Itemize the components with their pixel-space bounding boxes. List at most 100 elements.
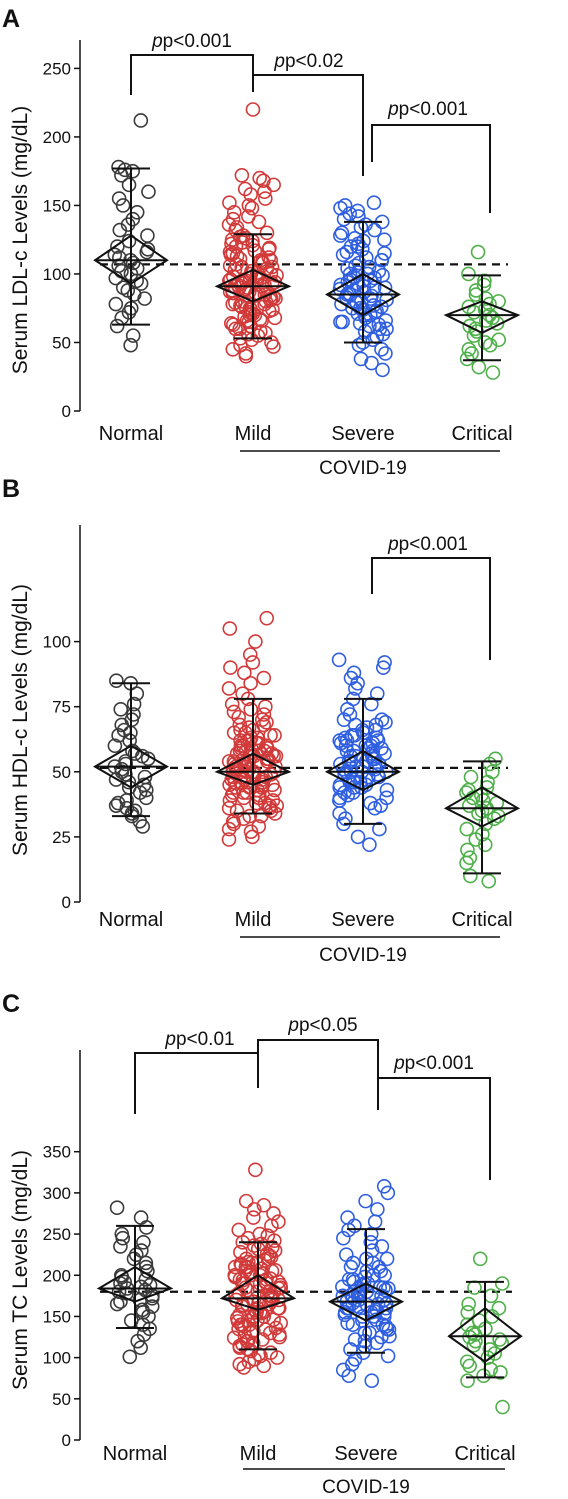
data-point (337, 785, 352, 800)
data-point (273, 1315, 288, 1331)
data-point (256, 173, 271, 189)
data-point (263, 767, 278, 782)
data-point (350, 203, 366, 219)
data-point (253, 270, 269, 286)
data-point (137, 769, 153, 785)
series-severe (324, 652, 402, 853)
series-critical (447, 1251, 523, 1415)
data-point (226, 785, 241, 800)
data-point (370, 1296, 386, 1312)
data-point (222, 621, 238, 636)
data-point (336, 712, 352, 728)
y-tick-label: 300 (43, 1184, 71, 1203)
data-point (110, 795, 126, 811)
p-value-label: pp<0.001 (387, 534, 468, 555)
data-point (109, 1200, 125, 1216)
data-point (256, 670, 272, 686)
data-point (477, 273, 492, 289)
data-point (363, 1235, 379, 1250)
data-point (263, 1345, 278, 1360)
y-tick-label: 150 (43, 196, 71, 215)
series-normal (96, 1200, 174, 1365)
data-point (476, 277, 492, 293)
y-axis-label-a: Serum LDL-c Levels (mg/dL) (9, 106, 32, 374)
data-point (495, 1399, 510, 1415)
data-point (352, 315, 368, 331)
category-label-critical: Critical (454, 1443, 515, 1465)
data-point (367, 1214, 383, 1230)
data-point (107, 738, 123, 754)
data-point (264, 276, 280, 291)
category-label-mild: Mild (235, 423, 272, 445)
data-point (462, 850, 478, 866)
data-point (492, 1332, 507, 1347)
data-point (339, 743, 355, 759)
data-point (252, 1226, 268, 1242)
data-point (122, 1349, 138, 1365)
data-point (462, 318, 478, 334)
data-point (119, 800, 135, 816)
data-point (268, 748, 284, 764)
data-point (375, 268, 390, 283)
data-point (114, 1226, 130, 1242)
data-point (225, 211, 241, 227)
data-point (461, 299, 477, 315)
series-severe (327, 1179, 405, 1388)
data-point (259, 751, 275, 767)
data-point (139, 1220, 154, 1235)
data-point (472, 1251, 488, 1267)
x-labels-b: Normal Mild Severe Critical COVID-19 (99, 909, 513, 966)
data-point (110, 239, 125, 254)
y-tick-label: 150 (43, 1307, 71, 1326)
data-point (267, 728, 282, 743)
mean-diamond (324, 272, 402, 317)
data-point (358, 250, 374, 265)
y-ticks-b: 0 25 50 75 100 (43, 525, 81, 912)
data-point (268, 759, 283, 774)
data-point (358, 217, 373, 232)
data-point (478, 291, 494, 306)
data-point (360, 741, 375, 756)
bracket-severe-critical-c (377, 1077, 491, 1180)
data-point (226, 1330, 242, 1346)
data-point (239, 1251, 254, 1267)
data-point (377, 232, 392, 247)
data-point (111, 159, 126, 175)
data-point (133, 1340, 148, 1356)
data-point (460, 1305, 476, 1320)
data-point (485, 310, 500, 326)
data-point (233, 733, 248, 748)
y-tick-label: 50 (52, 333, 71, 352)
data-point (107, 247, 123, 263)
data-point (378, 346, 393, 361)
data-point (350, 829, 366, 845)
data-point (461, 342, 477, 357)
data-point (372, 821, 387, 837)
data-point (136, 1235, 151, 1250)
series-severe (324, 195, 402, 378)
data-point (481, 873, 497, 889)
data-point (366, 195, 382, 210)
series-normal (93, 673, 169, 834)
data-point (248, 1162, 263, 1178)
data-point (128, 1247, 144, 1262)
data-point (238, 346, 254, 361)
series-mild (214, 102, 292, 364)
data-point (379, 1321, 395, 1337)
data-point (108, 296, 124, 312)
series-mild (219, 1162, 297, 1375)
data-point (362, 1325, 377, 1341)
data-point (267, 1243, 283, 1258)
plot-area-c (96, 1162, 523, 1415)
bracket-severe-critical-b (371, 557, 491, 660)
data-point (333, 228, 348, 243)
data-point (334, 225, 350, 241)
data-point (245, 655, 261, 670)
data-point (137, 1282, 153, 1298)
y-axis-label-b: Serum HDL-c Levels (mg/dL) (9, 584, 32, 856)
data-point (331, 652, 347, 668)
p-value-label: pp<0.001 (387, 99, 468, 120)
data-point (480, 1350, 496, 1365)
data-point (466, 305, 482, 320)
